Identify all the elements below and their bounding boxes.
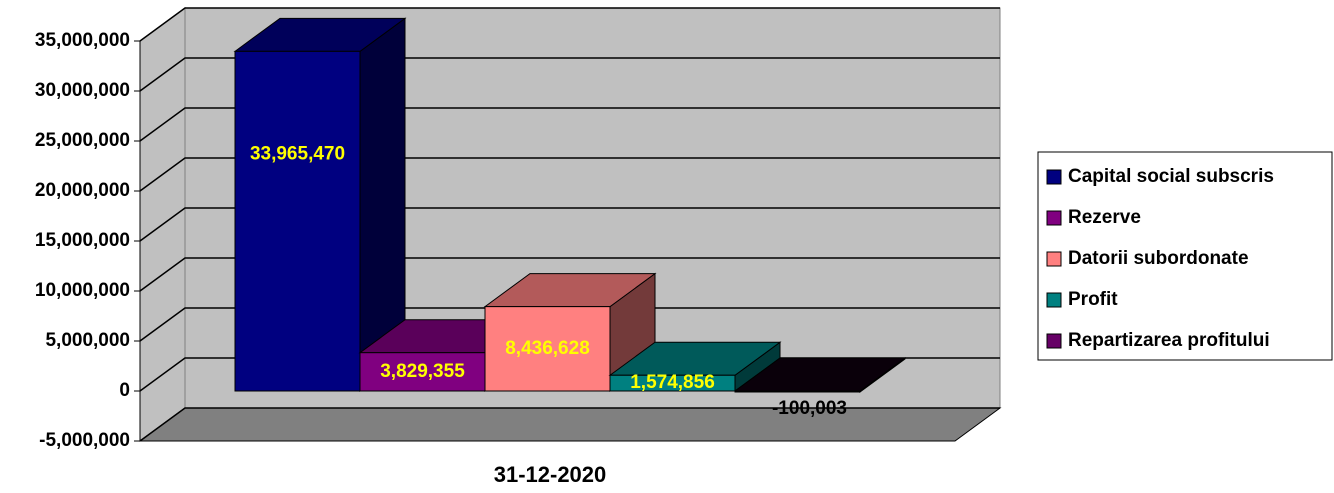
grid-line [139, 407, 1000, 442]
legend-swatch [1046, 292, 1062, 308]
value-label: 33,965,470 [250, 143, 345, 164]
legend-label: Datorii subordonate [1068, 248, 1249, 269]
y-tick-label: -5,000,000 [39, 430, 130, 451]
bar [734, 390, 861, 393]
legend-swatch [1046, 210, 1062, 226]
grid-line [139, 7, 1000, 42]
y-tick-label: 35,000,000 [35, 30, 130, 51]
y-tick-label: 5,000,000 [45, 330, 130, 351]
legend-label: Rezerve [1068, 207, 1141, 228]
y-tick-label: 20,000,000 [35, 180, 130, 201]
y-tick-label: 10,000,000 [35, 280, 130, 301]
x-tick-label: 31-12-2020 [494, 462, 607, 487]
y-tick-label: 15,000,000 [35, 230, 130, 251]
grid-line [139, 307, 1000, 342]
legend-swatch [1046, 169, 1062, 185]
legend-box [1037, 151, 1333, 361]
legend-label: Repartizarea profitului [1068, 330, 1270, 351]
floor [138, 407, 1002, 442]
legend-swatch [1046, 251, 1062, 267]
legend-label: Profit [1068, 289, 1118, 310]
grid-line [139, 107, 1000, 142]
value-label: 3,829,355 [380, 361, 465, 382]
grid-line [139, 207, 1000, 242]
value-label: -100,003 [772, 398, 847, 419]
bar [234, 50, 361, 392]
value-label: 8,436,628 [505, 338, 590, 359]
legend-swatch [1046, 333, 1062, 349]
grid-line [139, 257, 1000, 292]
bar [484, 306, 611, 392]
y-tick-label: 30,000,000 [35, 80, 130, 101]
grid-line [139, 157, 1000, 192]
y-tick-label: 0 [119, 380, 130, 401]
value-label: 1,574,856 [630, 372, 715, 393]
y-tick-label: 25,000,000 [35, 130, 130, 151]
legend-label: Capital social subscris [1068, 166, 1274, 187]
bar [609, 374, 736, 392]
grid-line [139, 57, 1000, 92]
